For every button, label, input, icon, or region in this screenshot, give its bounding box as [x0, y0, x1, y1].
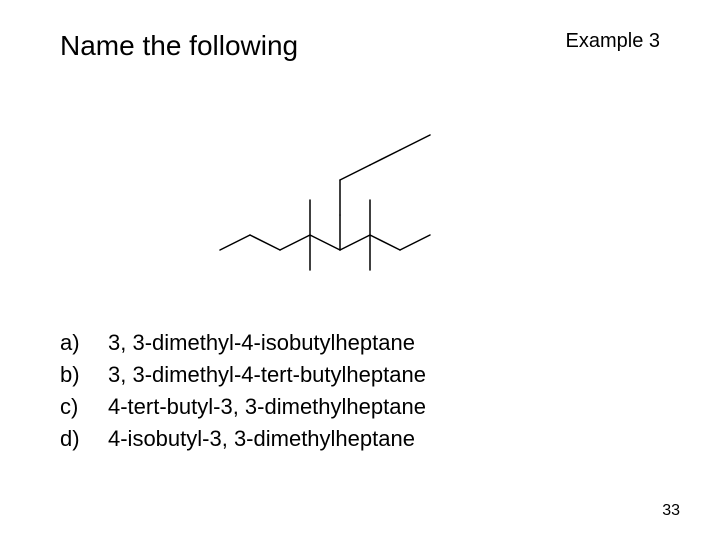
option-b: b) 3, 3-dimethyl-4-tert-butylheptane: [60, 362, 426, 388]
answer-options: a) 3, 3-dimethyl-4-isobutylheptane b) 3,…: [60, 330, 426, 458]
option-letter: d): [60, 426, 108, 452]
option-text: 3, 3-dimethyl-4-isobutylheptane: [108, 330, 415, 356]
option-text: 4-isobutyl-3, 3-dimethylheptane: [108, 426, 415, 452]
option-c: c) 4-tert-butyl-3, 3-dimethylheptane: [60, 394, 426, 420]
slide-title: Name the following: [60, 30, 298, 62]
option-letter: b): [60, 362, 108, 388]
option-text: 3, 3-dimethyl-4-tert-butylheptane: [108, 362, 426, 388]
option-a: a) 3, 3-dimethyl-4-isobutylheptane: [60, 330, 426, 356]
option-d: d) 4-isobutyl-3, 3-dimethylheptane: [60, 426, 426, 452]
option-letter: a): [60, 330, 108, 356]
page-number: 33: [662, 502, 680, 520]
option-text: 4-tert-butyl-3, 3-dimethylheptane: [108, 394, 426, 420]
option-letter: c): [60, 394, 108, 420]
chemical-structure: [210, 80, 490, 280]
example-label: Example 3: [566, 30, 661, 53]
